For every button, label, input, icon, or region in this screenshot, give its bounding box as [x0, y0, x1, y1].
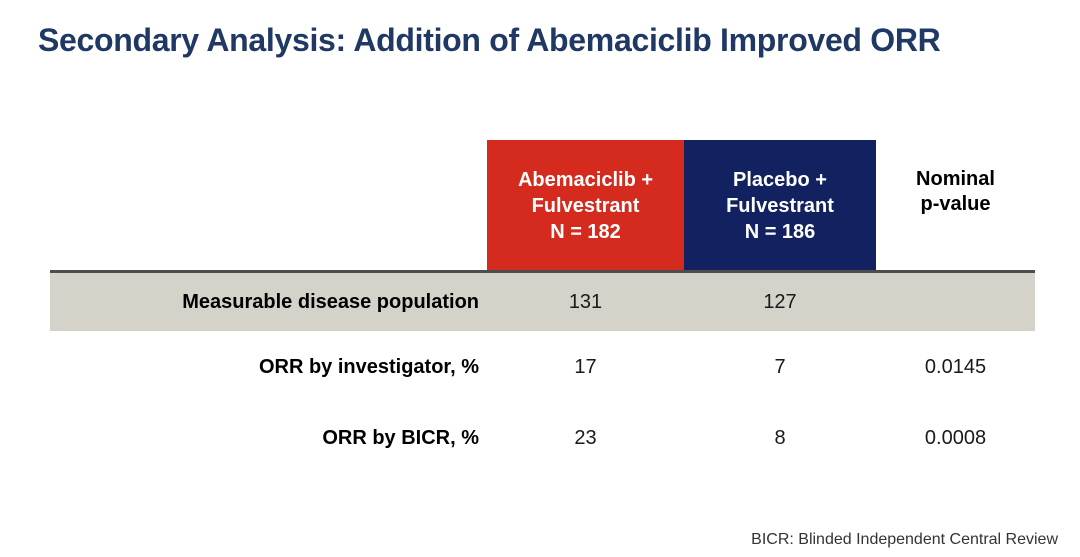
arm-name-line1: Placebo + [733, 168, 827, 191]
table-row-orr-investigator: ORR by investigator, % 17 7 0.0145 [50, 331, 1035, 403]
cell-pvalue: 0.0008 [924, 426, 987, 449]
cell-placebo-value: 8 [774, 426, 786, 449]
row-label: Measurable disease population [182, 290, 479, 313]
arm-name-line2: Fulvestrant [531, 194, 640, 217]
cell-abemaciclib-value: 131 [568, 290, 603, 313]
cell-placebo-value: 127 [763, 290, 797, 313]
cell-abemaciclib-value: 17 [574, 355, 597, 378]
results-table: Abemaciclib + Fulvestrant N = 182 Placeb… [50, 140, 1035, 480]
row-label: ORR by BICR, % [322, 426, 479, 449]
table-row-orr-bicr: ORR by BICR, % 23 8 0.0008 [50, 403, 1035, 473]
slide-title: Secondary Analysis: Addition of Abemacic… [38, 22, 941, 58]
table-top-rule [50, 270, 1035, 273]
column-header-placebo-fulvestrant: Placebo + Fulvestrant N = 186 [684, 140, 876, 271]
table-row-measurable-disease: Measurable disease population 131 127 [50, 273, 1035, 331]
cell-pvalue: 0.0145 [924, 355, 987, 378]
arm-sample-size: N = 186 [744, 220, 816, 243]
cell-abemaciclib-value: 23 [574, 426, 597, 449]
row-label: ORR by investigator, % [258, 355, 479, 378]
column-header-nominal-pvalue: Nominal p-value [876, 167, 1035, 217]
pvalue-header-line2: p-value [920, 193, 991, 215]
arm-sample-size: N = 182 [550, 220, 621, 243]
arm-name-line1: Abemaciclib + [517, 168, 654, 191]
pvalue-header-line1: Nominal [916, 168, 995, 190]
arm-name-line2: Fulvestrant [726, 194, 834, 217]
footnote-bicr-definition: BICR: Blinded Independent Central Review [751, 531, 1058, 548]
cell-placebo-value: 7 [774, 355, 786, 378]
column-header-abemaciclib-fulvestrant: Abemaciclib + Fulvestrant N = 182 [487, 140, 684, 271]
